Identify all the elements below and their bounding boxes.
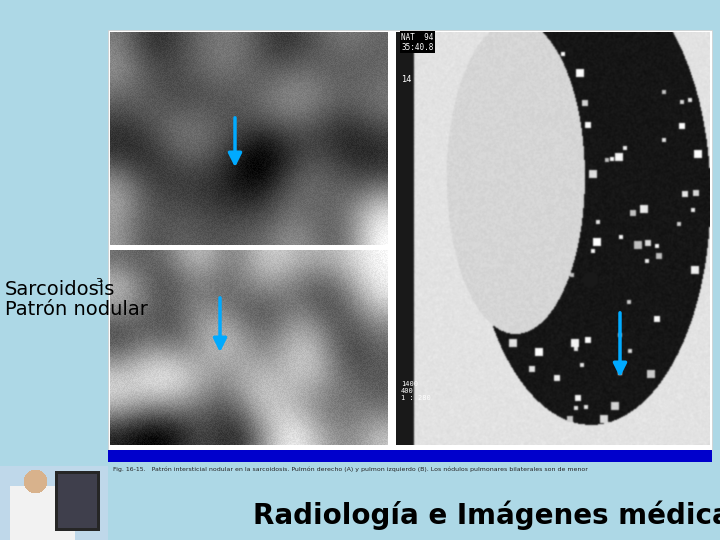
Text: 3: 3	[95, 278, 102, 288]
Text: Sarcoidosis: Sarcoidosis	[5, 280, 115, 299]
Bar	[108, 30, 712, 450]
Text: 1400
400
1 : 280: 1400 400 1 : 280	[401, 381, 431, 401]
Text: Radiología e Imágenes médicas: Radiología e Imágenes médicas	[253, 500, 720, 530]
Text: NAT  94
35:40.8: NAT 94 35:40.8	[401, 32, 433, 52]
Text: Fig. 16-15.   Patrón intersticial nodular en la sarcoidosis. Pulmón derecho (A) : Fig. 16-15. Patrón intersticial nodular …	[113, 466, 588, 471]
Text: 14: 14	[401, 75, 412, 84]
Bar	[0, 466, 108, 540]
Text: Patrón nodular: Patrón nodular	[5, 300, 148, 319]
Bar	[108, 450, 712, 462]
